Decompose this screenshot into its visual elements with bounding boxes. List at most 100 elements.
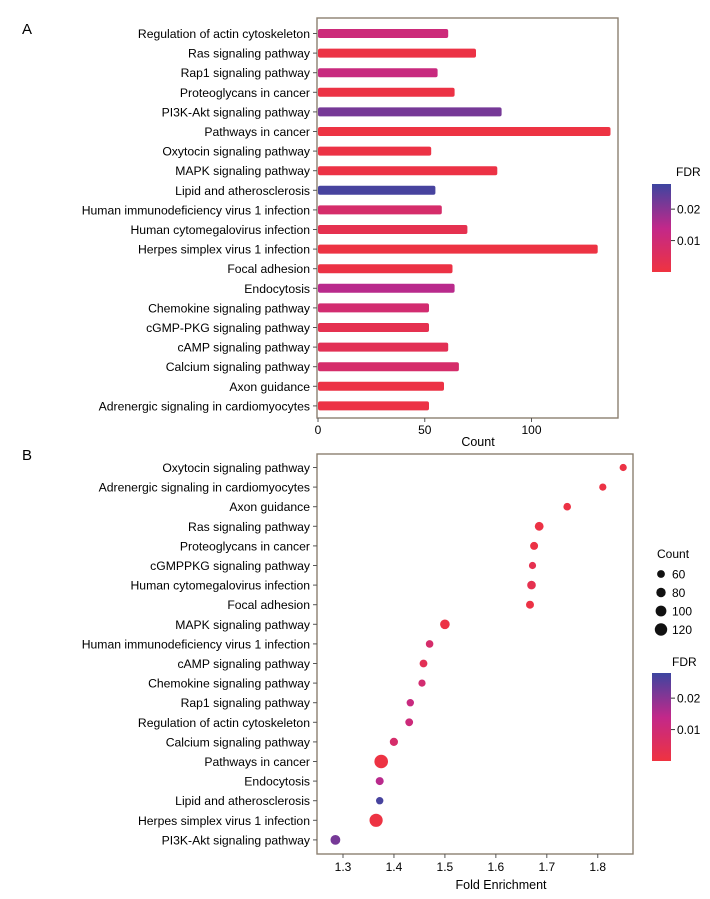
panel-a-bar (318, 264, 453, 274)
panel-b-category-label: Regulation of actin cytoskeleton (138, 716, 310, 730)
panel-a-bar (318, 225, 468, 234)
panel-b-fdr-legend-title: FDR (672, 655, 697, 669)
panel-a-category-label: Axon guidance (229, 380, 310, 394)
panel-b-point (526, 600, 534, 609)
panel-b-point (563, 502, 571, 511)
panel-b-fdr-tick-label: 0.01 (677, 723, 701, 737)
panel-a-label: A (22, 21, 32, 38)
panel-a-bar (318, 205, 442, 215)
panel-b-category-label: Focal adhesion (227, 598, 310, 612)
panel-b-label: B (22, 447, 32, 464)
panel-b-category-label: Endocytosis (244, 775, 310, 789)
panel-b-size-legend-dot (655, 605, 667, 617)
panel-a-category-label: cAMP signaling pathway (177, 341, 310, 355)
panel-b-x-tick-label: 1.4 (386, 860, 403, 874)
panel-a-category-label: Pathways in cancer (204, 125, 310, 139)
panel-b-point (619, 463, 627, 472)
panel-b-x-tick-label: 1.5 (437, 860, 454, 874)
panel-a-bar (318, 401, 429, 411)
panel-a-bar (318, 127, 611, 136)
panel-a-fdr-colorbar (652, 184, 671, 272)
panel-b-x-axis-label: Fold Enrichment (455, 878, 547, 892)
panel-b-size-legend-dot (654, 623, 668, 636)
panel-a-bar (318, 48, 476, 58)
panel-a-category-label: Adrenergic signaling in cardiomyocytes (99, 399, 310, 413)
panel-a-bar (318, 107, 502, 117)
panel-b-point (330, 835, 341, 845)
panel-b-category-label: Pathways in cancer (204, 755, 310, 769)
panel-a-bar (318, 323, 429, 332)
panel-b-point (406, 699, 414, 707)
panel-b-size-legend-label: 100 (672, 605, 692, 619)
panel-b-category-label: Chemokine signaling pathway (148, 677, 311, 691)
panel-b-x-tick-label: 1.3 (335, 860, 352, 874)
panel-b-point (530, 541, 539, 550)
panel-b-point (369, 813, 383, 827)
panel-b-point (419, 659, 428, 668)
panel-a-category-label: Rap1 signaling pathway (181, 66, 311, 80)
panel-a-category-label: Human cytomegalovirus infection (130, 223, 310, 237)
panel-b-point (599, 483, 607, 491)
panel-b-fdr-colorbar (652, 673, 671, 761)
panel-a-bar (318, 87, 455, 97)
panel-a-bar (318, 381, 444, 391)
panel-a-fdr-legend: FDR 0.02 0.01 (652, 165, 701, 272)
panel-b-size-legend-dot (657, 570, 665, 578)
panel-a-bar (318, 185, 436, 195)
panel-a-category-label: Lipid and atherosclerosis (175, 184, 310, 198)
panel-b-category-label: cGMPPKG signaling pathway (150, 559, 311, 573)
panel-a-plot-frame (316, 17, 619, 419)
panel-a-category-label: Chemokine signaling pathway (148, 301, 311, 315)
panel-b-point (376, 797, 384, 805)
panel-a-category-label: cGMP-PKG signaling pathway (146, 321, 311, 335)
panel-b-category-label: Proteoglycans in cancer (180, 539, 310, 553)
panel-b-x-tick-label: 1.8 (589, 860, 606, 874)
panel-b-plot-frame (316, 453, 634, 855)
panel-b-category-label: Adrenergic signaling in cardiomyocytes (99, 481, 310, 495)
panel-a-category-label: MAPK signaling pathway (175, 164, 311, 178)
panel-b-point (418, 679, 426, 687)
panel-b-category-label: Calcium signaling pathway (166, 735, 311, 749)
panel-b-point (528, 561, 537, 570)
panel-a-bar (318, 166, 498, 176)
panel-a-bar (318, 342, 449, 352)
panel-b-point (405, 718, 414, 727)
panel-b-size-legend-dot (656, 587, 666, 598)
panel-a-fdr-legend-title: FDR (676, 165, 701, 179)
panel-b-point (527, 580, 536, 590)
panel-b-category-label: Herpes simplex virus 1 infection (138, 814, 310, 828)
panel-a-category-label: Herpes simplex virus 1 infection (138, 243, 310, 257)
panel-b-point (374, 754, 389, 769)
panel-a-x-tick-label: 100 (521, 423, 541, 437)
panel-b-point (375, 777, 384, 786)
panel-a-x-axis-label: Count (461, 435, 495, 449)
panel-a-category-label: Oxytocin signaling pathway (162, 145, 311, 159)
panel-b-chart: Oxytocin signaling pathway Adrenergic sig… (82, 461, 627, 874)
panel-b-size-legend-label: 60 (672, 568, 686, 582)
panel-a-category-label: Proteoglycans in cancer (180, 86, 310, 100)
panel-b-category-label: Rap1 signaling pathway (181, 696, 311, 710)
panel-b-fdr-legend: FDR 0.02 0.01 (652, 655, 701, 761)
panel-a-x-tick-label: 0 (315, 423, 322, 437)
panel-b-category-label: cAMP signaling pathway (177, 657, 310, 671)
panel-a-category-label: Calcium signaling pathway (166, 360, 311, 374)
panel-b-size-legend-label: 80 (672, 586, 686, 600)
panel-b-category-label: MAPK signaling pathway (175, 618, 311, 632)
panel-b-size-legend: Count 60 80 100 120 (654, 547, 692, 637)
panel-b-size-legend-label: 120 (672, 623, 692, 637)
panel-a-bar (318, 68, 438, 78)
panel-a-category-label: Focal adhesion (227, 262, 310, 276)
panel-b-point (425, 640, 434, 648)
panel-a-bar (318, 146, 432, 156)
panel-b-category-label: Human immunodeficiency virus 1 infection (82, 637, 310, 651)
panel-a-fdr-tick-label: 0.02 (677, 203, 701, 217)
panel-a-bar (318, 283, 455, 293)
panel-b-fdr-tick-label: 0.02 (677, 692, 701, 706)
panel-b-point (440, 619, 450, 630)
panel-b-point (534, 521, 544, 531)
panel-b-x-tick-label: 1.6 (488, 860, 505, 874)
panel-b-category-label: Lipid and atherosclerosis (175, 794, 310, 808)
panel-b-category-label: Axon guidance (229, 500, 310, 514)
panel-a-category-label: Endocytosis (244, 282, 310, 296)
